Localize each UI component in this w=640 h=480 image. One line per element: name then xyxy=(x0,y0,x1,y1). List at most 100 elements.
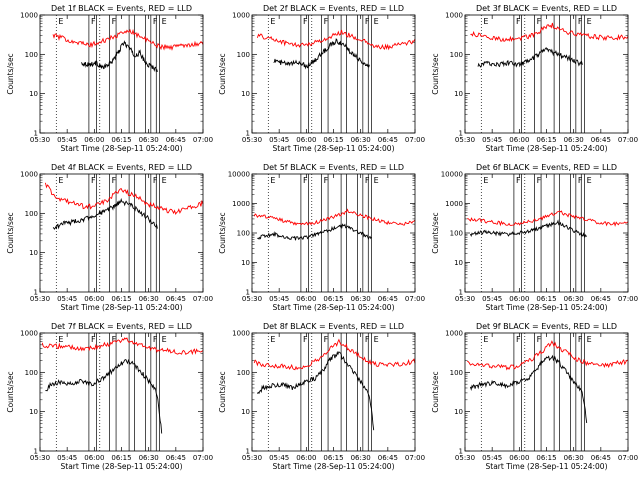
y-tick-label: 1 xyxy=(34,289,38,297)
plot-frame xyxy=(39,14,204,134)
chart-title: Det 1f BLACK = Events, RED = LLD xyxy=(51,4,192,13)
chart-title: Det 8f BLACK = Events, RED = LLD xyxy=(263,322,404,331)
flag-label: E xyxy=(162,176,167,185)
x-tick-label: 07:00 xyxy=(193,136,213,144)
x-tick-label: 07:00 xyxy=(193,454,213,462)
flag-label: F xyxy=(324,17,329,26)
chart-title: Det 7f BLACK = Events, RED = LLD xyxy=(51,322,192,331)
x-tick-label: 05:45 xyxy=(482,136,502,144)
y-axis-label: Counts/sec xyxy=(6,371,15,412)
y-tick-label: 1 xyxy=(34,448,38,456)
x-tick-label: 05:30 xyxy=(30,454,50,462)
chart-title: Det 9f BLACK = Events, RED = LLD xyxy=(476,322,617,331)
x-tick-label: 06:15 xyxy=(536,454,556,462)
y-axis-label: Counts/sec xyxy=(431,212,440,253)
y-tick-label: 1000 xyxy=(445,330,463,338)
flag-label: E xyxy=(374,335,379,344)
x-tick-label: 06:30 xyxy=(564,454,584,462)
x-tick-label: 06:00 xyxy=(84,454,104,462)
x-axis-label: Start Time (28-Sep-11 05:24:00) xyxy=(486,303,608,312)
y-tick-label: 10 xyxy=(454,90,463,98)
flag-label: E xyxy=(374,176,379,185)
flag-label: F xyxy=(112,335,117,344)
x-tick-label: 05:30 xyxy=(242,136,262,144)
flag-label: E xyxy=(587,17,592,26)
series-line-events xyxy=(257,223,372,241)
x-tick-label: 06:45 xyxy=(166,454,186,462)
y-tick-label: 1000 xyxy=(445,200,463,208)
flag-label: F xyxy=(324,176,329,185)
y-tick-label: 100 xyxy=(237,230,250,238)
x-tick-label: 05:30 xyxy=(30,295,50,303)
x-tick-label: 06:15 xyxy=(536,295,556,303)
x-tick-label: 06:45 xyxy=(378,454,398,462)
y-tick-label: 100 xyxy=(237,51,250,59)
chart-title: Det 5f BLACK = Events, RED = LLD xyxy=(263,163,404,172)
x-axis-label: Start Time (28-Sep-11 05:24:00) xyxy=(273,144,395,153)
chart-title: Det 3f BLACK = Events, RED = LLD xyxy=(476,4,617,13)
x-tick-label: 06:30 xyxy=(351,295,371,303)
x-tick-label: 05:45 xyxy=(57,136,77,144)
flag-label: F xyxy=(537,176,542,185)
x-tick-label: 06:45 xyxy=(591,454,611,462)
flag-label: F xyxy=(324,335,329,344)
x-tick-label: 06:45 xyxy=(166,136,186,144)
x-tick-label: 06:30 xyxy=(139,136,159,144)
y-axis-label: Counts/sec xyxy=(218,371,227,412)
series-line-events xyxy=(45,358,163,434)
x-tick-label: 05:30 xyxy=(455,136,475,144)
x-tick-label: 05:45 xyxy=(482,454,502,462)
flag-label: F xyxy=(303,335,308,344)
x-tick-label: 05:45 xyxy=(57,454,77,462)
y-tick-label: 10 xyxy=(454,259,463,267)
y-tick-label: 1000 xyxy=(20,12,38,20)
chart-panel-7: Det 7f BLACK = Events, RED = LLD Counts/s… xyxy=(6,322,213,471)
plot-frame xyxy=(464,14,629,134)
series-line-lld xyxy=(256,29,416,51)
y-tick-label: 1 xyxy=(459,289,463,297)
y-axis-label: Counts/sec xyxy=(431,371,440,412)
series-line-events xyxy=(80,40,158,74)
y-tick-label: 1000 xyxy=(232,200,250,208)
x-tick-label: 06:00 xyxy=(296,295,316,303)
flag-label: E xyxy=(483,335,488,344)
plot-frame xyxy=(39,173,204,293)
x-tick-label: 06:45 xyxy=(378,136,398,144)
y-axis-label: Counts/sec xyxy=(6,53,15,94)
flag-label: F xyxy=(516,176,521,185)
series-line-events xyxy=(469,354,588,424)
x-tick-label: 06:45 xyxy=(591,295,611,303)
series-line-events xyxy=(477,47,583,68)
y-tick-label: 10 xyxy=(241,408,250,416)
flag-label: F xyxy=(91,17,96,26)
x-tick-label: 07:00 xyxy=(618,454,638,462)
series-line-events xyxy=(257,350,375,431)
flag-label: E xyxy=(58,17,63,26)
plot-frame xyxy=(251,332,416,452)
plot-frame xyxy=(251,14,416,134)
y-tick-label: 1000 xyxy=(20,330,38,338)
series-line-events xyxy=(273,38,370,70)
x-tick-label: 05:30 xyxy=(242,454,262,462)
chart-panel-6: Det 6f BLACK = Events, RED = LLD Counts/s… xyxy=(431,163,638,312)
chart-panel-8: Det 8f BLACK = Events, RED = LLD Counts/s… xyxy=(218,322,425,471)
flag-label: F xyxy=(112,176,117,185)
series-line-lld xyxy=(467,210,629,227)
x-tick-label: 06:45 xyxy=(378,295,398,303)
chart-panel-1: Det 1f BLACK = Events, RED = LLD Counts/s… xyxy=(6,4,213,153)
flag-label: F xyxy=(91,335,96,344)
x-tick-label: 06:30 xyxy=(139,454,159,462)
x-tick-label: 06:15 xyxy=(111,454,131,462)
y-tick-label: 100 xyxy=(450,230,463,238)
x-tick-label: 05:30 xyxy=(455,454,475,462)
x-tick-label: 05:45 xyxy=(57,295,77,303)
flag-label: F xyxy=(112,17,117,26)
flag-label: F xyxy=(153,17,158,26)
y-axis-label: Counts/sec xyxy=(218,53,227,94)
series-line-lld xyxy=(467,340,629,371)
chart-title: Det 2f BLACK = Events, RED = LLD xyxy=(263,4,404,13)
flag-label: E xyxy=(374,17,379,26)
flag-label: E xyxy=(162,335,167,344)
